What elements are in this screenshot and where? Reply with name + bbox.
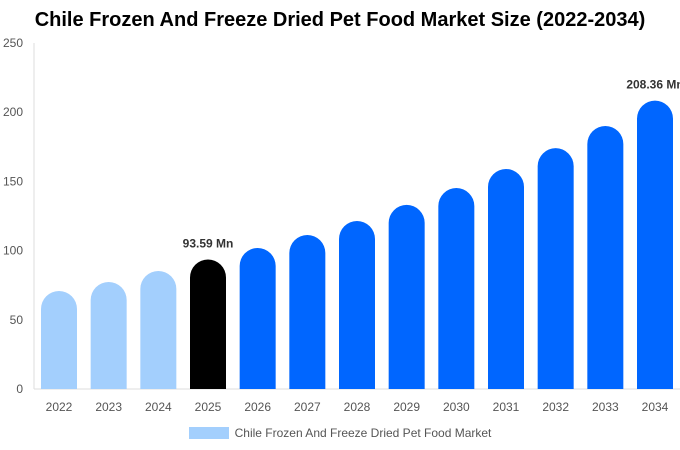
x-tick-label: 2024 [145, 400, 172, 414]
y-tick-label: 250 [3, 36, 23, 50]
x-tick-label: 2026 [244, 400, 271, 414]
data-label-2034: 208.36 Mn [626, 78, 680, 92]
legend: Chile Frozen And Freeze Dried Pet Food M… [0, 426, 680, 440]
x-tick-label: 2033 [592, 400, 619, 414]
bar-2022 [41, 291, 77, 389]
data-label-2025: 93.59 Mn [183, 236, 234, 250]
bar-2030 [438, 188, 475, 389]
bar-2026 [239, 247, 276, 389]
bar-2031 [488, 168, 524, 389]
legend-swatch [188, 427, 229, 439]
x-tick-label: 2029 [393, 400, 420, 414]
bar-2025 [190, 259, 226, 389]
y-tick-label: 200 [3, 105, 23, 119]
bar-2033 [587, 126, 624, 390]
bar-2029 [388, 204, 425, 389]
bar-2032 [537, 148, 574, 389]
legend-label: Chile Frozen And Freeze Dried Pet Food M… [234, 426, 492, 440]
x-tick-label: 2027 [294, 400, 321, 414]
chart-title: Chile Frozen And Freeze Dried Pet Food M… [34, 9, 646, 31]
x-tick-label: 2030 [443, 400, 470, 414]
x-tick-label: 2023 [95, 400, 122, 414]
x-tick-label: 2022 [46, 400, 73, 414]
x-tick-label: 2025 [195, 400, 222, 414]
y-tick-label: 150 [3, 174, 23, 188]
y-tick-label: 100 [3, 244, 23, 258]
bar-2028 [339, 220, 375, 389]
bar-2034 [637, 100, 673, 389]
bar-2023 [90, 282, 127, 389]
bar-2027 [289, 234, 326, 389]
y-tick-label: 0 [16, 382, 23, 396]
y-tick-label: 50 [10, 313, 24, 327]
x-tick-label: 2034 [642, 400, 669, 414]
x-tick-label: 2032 [542, 400, 569, 414]
x-tick-label: 2028 [344, 400, 371, 414]
x-tick-label: 2031 [493, 400, 520, 414]
bar-2024 [140, 270, 177, 389]
